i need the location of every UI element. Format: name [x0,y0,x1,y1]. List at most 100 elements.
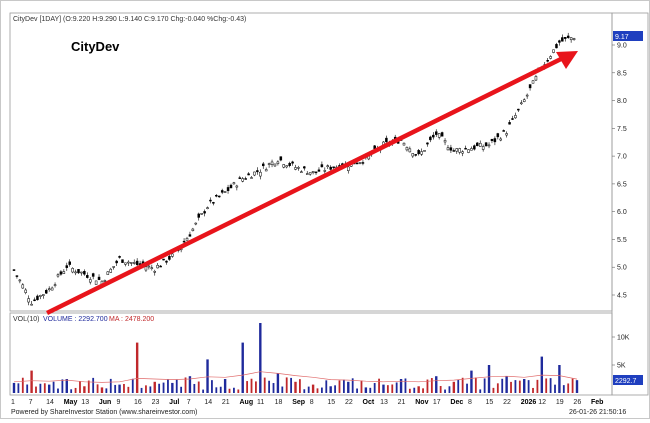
candle-body [83,271,86,275]
x-tick-label: 26 [573,399,581,406]
x-tick-label: 15 [486,399,494,406]
volume-bar-fill [145,385,147,393]
candle-body [449,147,453,151]
last-volume-box [613,375,643,385]
volume-bar [276,373,280,393]
candle-body [522,99,526,102]
candle-body [36,295,39,301]
volume-bar-fill [430,378,433,393]
candle-body [209,199,212,202]
candle-body [426,142,429,145]
volume-bar-fill [360,380,363,393]
candle-body [206,207,209,209]
candle-body [53,284,57,286]
candle-body [499,138,503,141]
candle-body [531,80,535,84]
candle-body [267,163,271,165]
volume-bar-fill [233,387,235,393]
x-tick-label: 8 [468,399,472,406]
candle-body [572,38,576,40]
x-tick-label: 1 [11,399,15,406]
candle-body [171,253,174,257]
volume-bar-fill [92,377,95,393]
x-tick-label: Jun [99,399,111,406]
candle-body [115,260,118,264]
price-tick-label: 6.5 [617,181,627,188]
volume-bar-fill [255,381,257,393]
volume-bar-fill [127,386,130,393]
candle-body [308,172,312,175]
price-y-axis: 9.0 8.5 8.0 7.5 7.0 6.5 6.0 5.5 5.0 4.5 [612,43,627,300]
volume-bar-fill [268,380,271,393]
candle-body [455,148,459,152]
candle-body [253,171,256,176]
candle-body [45,289,48,294]
candle-body [323,170,327,172]
volume-bar-fill [114,384,117,393]
candle-body [402,142,406,146]
volume-bar [452,381,456,393]
candle-body [12,269,16,271]
volume-bar-fill [518,380,521,393]
volume-bar-fill [562,385,565,393]
volume-bar-fill [197,381,200,393]
candle-body [435,131,438,135]
price-tick-label: 8.0 [617,98,627,105]
candle-body [256,170,259,173]
candle-body [65,265,69,268]
volume-bar-fill [342,379,345,393]
candlestick-series [12,32,576,306]
candle-body [71,268,74,273]
x-tick-label: 16 [134,399,142,406]
volume-bar-fill [184,377,187,393]
candle-body [220,190,224,193]
volume-bar-fill [158,383,161,393]
volume-bar-fill [514,380,517,393]
candle-body [130,262,133,264]
candle-body [238,177,242,179]
candle-body [552,49,555,53]
candle-body [97,276,101,280]
candle-body [564,36,567,39]
candle-body [528,84,532,89]
candle-body [484,142,488,147]
x-tick-label: 13 [81,399,89,406]
candle-body [132,262,136,264]
x-tick-label: 14 [46,399,54,406]
candle-body [215,194,218,197]
price-tick-label: 7.0 [617,154,627,161]
volume-bar-fill [303,389,306,393]
candle-body [300,171,303,173]
candle-body [135,260,139,265]
candle-body [94,280,98,285]
candle-body [194,222,198,225]
candle-body [273,163,277,167]
candle-body [264,169,268,172]
volume-bar [382,384,385,393]
volume-bar-fill [17,383,20,393]
last-price-label: 9.17 [615,34,629,41]
candle-body [408,148,412,153]
volume-text: VOLUME : 2292.700 [43,316,108,323]
volume-tick-label: 5K [617,363,626,370]
x-tick-label: Sep [292,399,305,406]
candle-body [39,294,42,297]
volume-bar [487,365,491,393]
price-tick-label: 6.0 [617,209,627,216]
candle-body [478,142,482,147]
x-tick-label: 17 [433,399,441,406]
volume-bar-fill [334,385,336,393]
candle-body [305,173,309,175]
candle-body [50,287,54,291]
volume-bar-fill [351,378,354,393]
candle-body [121,259,124,263]
volume-bar-fill [307,386,310,393]
candle-body [569,37,573,41]
candle-body [162,258,165,261]
candle-body [520,102,523,105]
candle-body [508,122,511,125]
volume-ma-line [13,371,578,383]
x-tick-label: 14 [204,399,212,406]
